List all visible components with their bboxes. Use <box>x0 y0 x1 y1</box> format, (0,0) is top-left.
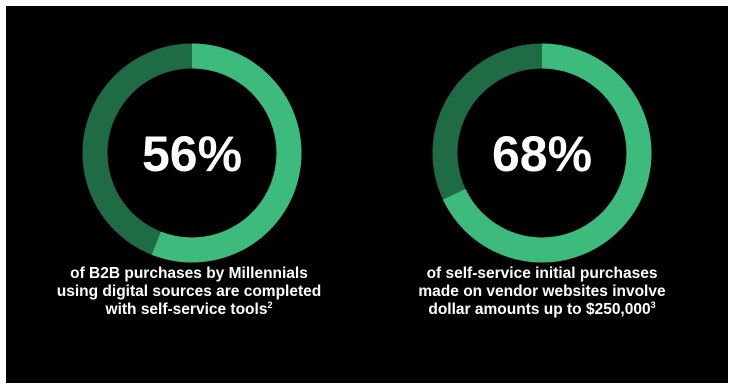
donut-value-label: 56% <box>142 126 242 182</box>
caption-line-2: using digital sources are completed <box>56 283 322 300</box>
donut-value-label: 68% <box>492 126 592 182</box>
donut-highlight-arc <box>442 43 652 263</box>
donut-chart-56: 56% <box>82 43 302 263</box>
stat-panel-millennials: 56% of B2B purchases by Millennials usin… <box>6 6 367 383</box>
donut-chart-68: 68% <box>432 43 652 263</box>
footnote-marker: 2 <box>267 300 273 310</box>
caption-line-2: made on vendor websites involve <box>418 283 666 300</box>
stat-caption: of B2B purchases by Millennials using di… <box>29 265 349 319</box>
stat-caption: of self-service initial purchases made o… <box>382 265 702 319</box>
caption-line-3: dollar amounts up to $250,000 <box>428 301 651 318</box>
caption-line-3: with self-service tools <box>105 301 268 318</box>
caption-line-1: of self-service initial purchases <box>426 265 658 282</box>
stat-panel-vendor-websites: 68% of self-service initial purchases ma… <box>367 6 728 383</box>
caption-line-1: of B2B purchases by Millennials <box>70 265 308 282</box>
footnote-marker: 3 <box>650 300 656 310</box>
donut-highlight-arc <box>151 43 302 263</box>
stats-frame: 56% of B2B purchases by Millennials usin… <box>6 6 728 383</box>
